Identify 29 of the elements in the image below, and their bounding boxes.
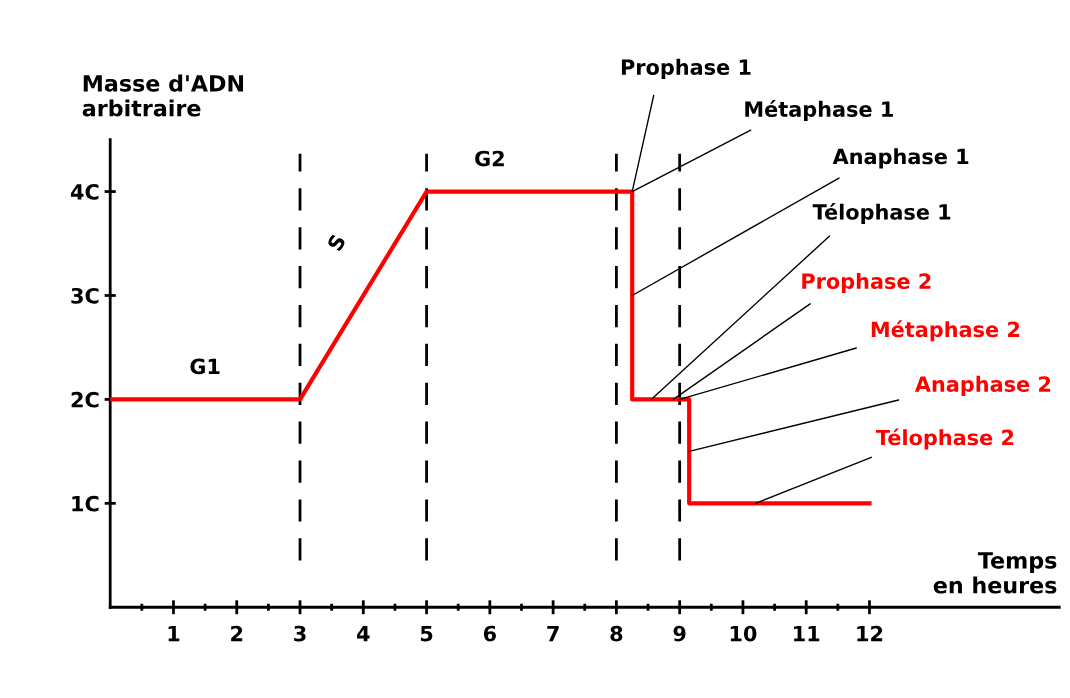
x-tick-label: 9	[673, 625, 686, 642]
x-tick-label: 4	[356, 625, 370, 642]
y-tick-label: 1C	[72, 495, 99, 512]
annotation: Télophase 2	[875, 428, 1014, 450]
x-tick-label: 7	[547, 625, 559, 642]
annotation: Métaphase 2	[871, 320, 1020, 342]
x-tick-label: 8	[610, 625, 623, 642]
y-tick-label: 3C	[71, 287, 99, 304]
y-axis-title: Masse d'ADN arbitraire	[82, 74, 244, 117]
x-tick-label: 3	[294, 625, 306, 642]
annotation: Prophase 2	[802, 272, 931, 294]
annotation: G2	[475, 150, 504, 167]
x-axis-title: Temps en heures	[933, 552, 1057, 594]
x-tick-label: 6	[483, 625, 496, 642]
annotation: Métaphase 1	[745, 100, 893, 121]
annotation: G1	[190, 358, 220, 375]
x-tick-label: 1	[168, 625, 180, 642]
x-tick-label: 12	[857, 625, 883, 642]
annotation: Prophase 1	[621, 58, 751, 80]
annotation: Télophase 1	[812, 202, 951, 224]
y-tick-label: 4C	[70, 184, 99, 200]
annotation: Anaphase 1	[832, 148, 969, 169]
annotation: Anaphase 2	[914, 375, 1051, 396]
annotation: S	[326, 233, 347, 252]
x-tick-label: 10	[730, 625, 757, 642]
x-tick-label: 2	[231, 625, 243, 642]
x-tick-label: 11	[794, 625, 820, 642]
x-tick-label: 5	[420, 625, 433, 642]
y-tick-label: 2C	[71, 391, 99, 408]
